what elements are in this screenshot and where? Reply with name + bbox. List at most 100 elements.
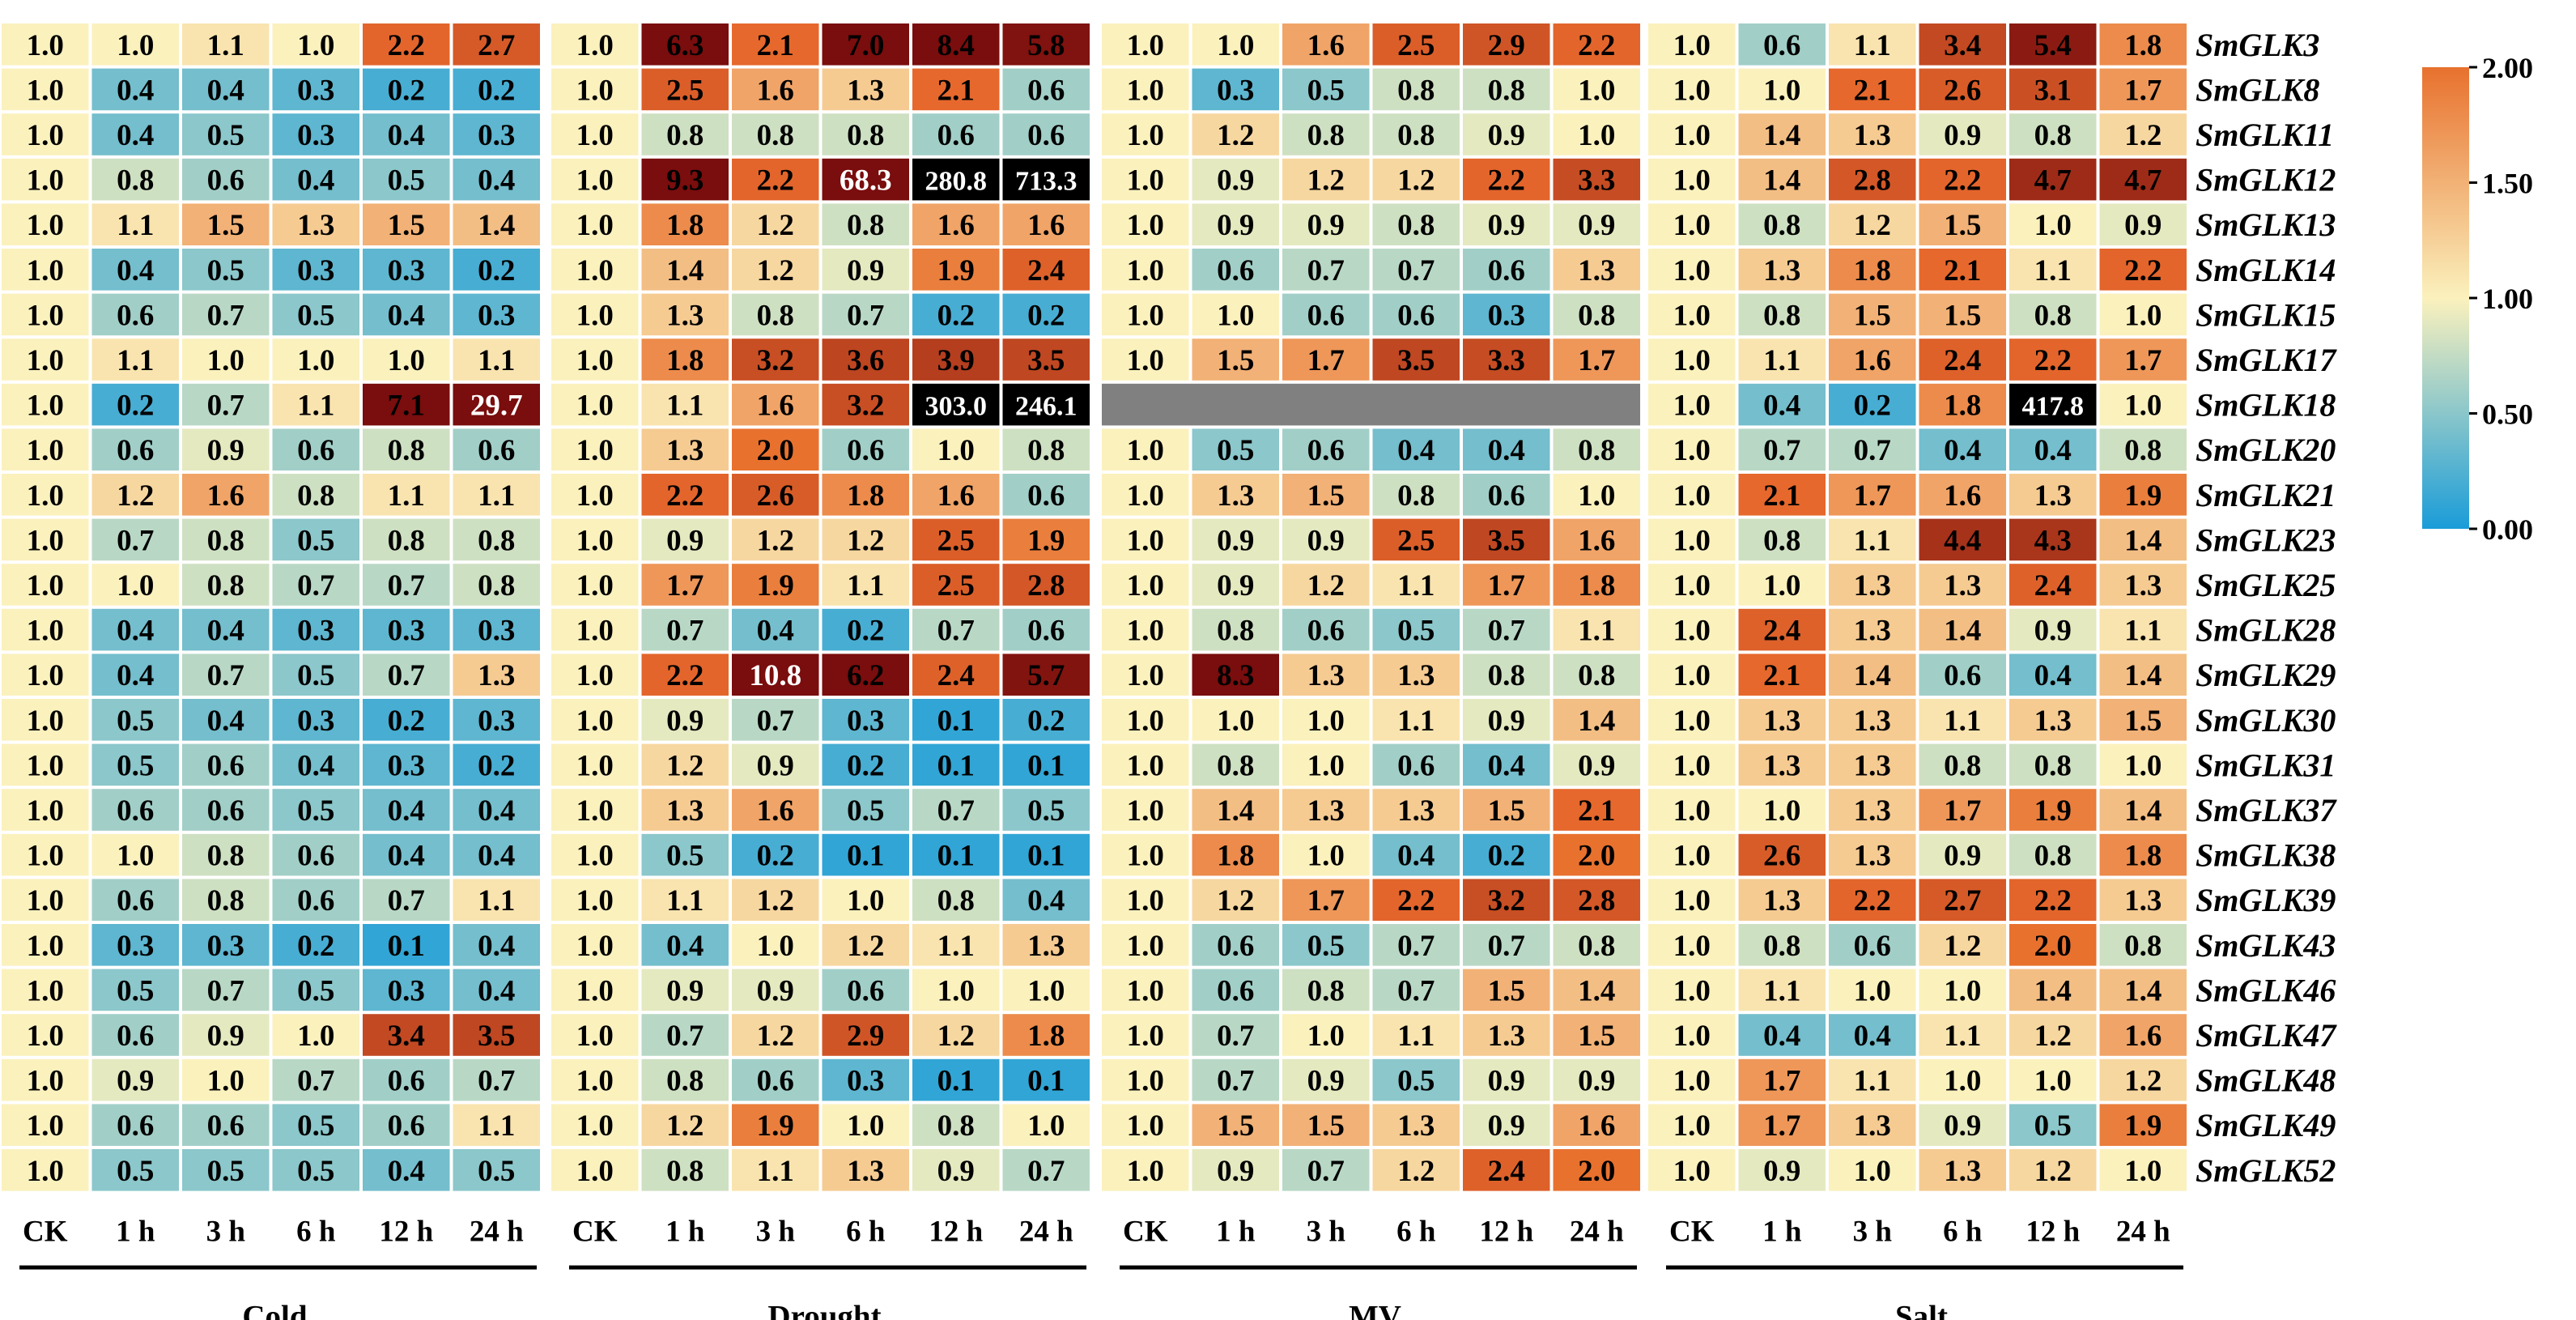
heatmap-cell xyxy=(1829,518,1916,561)
heatmap-cell xyxy=(2,339,89,381)
heatmap-cell xyxy=(732,608,819,651)
cell-value-label: 0.3 xyxy=(388,254,425,287)
cell-value-label: 1.0 xyxy=(27,974,64,1007)
heatmap-cell xyxy=(1919,293,2006,336)
heatmap-cell xyxy=(1192,1014,1279,1056)
cell-value-label: 1.3 xyxy=(1217,479,1254,513)
gene-label: SmGLK20 xyxy=(2196,432,2336,468)
heatmap-cell xyxy=(363,608,450,651)
heatmap-cell xyxy=(91,249,179,291)
cell-value-label: 0.2 xyxy=(1027,299,1065,332)
heatmap-cell xyxy=(363,789,450,831)
cell-value-label: 0.4 xyxy=(2034,434,2072,467)
heatmap-cell xyxy=(912,113,1000,155)
cell-value-label: 0.4 xyxy=(666,930,704,963)
cell-value-label: 1.0 xyxy=(937,434,975,467)
heatmap-cell xyxy=(1282,1058,1370,1101)
cell-value-label: 1.0 xyxy=(1217,705,1254,738)
cell-value-label: 0.5 xyxy=(297,1109,334,1143)
heatmap-cell xyxy=(2,23,89,66)
cell-value-label: 0.9 xyxy=(1217,209,1254,242)
cell-value-label: 1.0 xyxy=(847,884,884,918)
cell-value-label: 0.9 xyxy=(1217,164,1254,198)
cell-value-label: 1.0 xyxy=(576,794,614,828)
heatmap-cell xyxy=(1372,1149,1460,1191)
heatmap-cell xyxy=(1372,113,1460,155)
heatmap-cell xyxy=(1553,879,1640,921)
heatmap-cell xyxy=(2099,339,2187,381)
heatmap-cell xyxy=(1002,969,1090,1011)
cell-value-label: 6.2 xyxy=(847,659,884,692)
cell-value-label: 1.7 xyxy=(1854,479,1891,513)
heatmap-cell xyxy=(2,383,89,426)
cell-value-label: 0.9 xyxy=(2124,209,2162,242)
heatmap-cell xyxy=(1192,158,1279,201)
heatmap-cell xyxy=(1463,924,1550,966)
cell-value-label: 0.8 xyxy=(937,884,975,918)
heatmap-cell xyxy=(641,428,729,471)
heatmap-cell xyxy=(2009,203,2097,245)
heatmap-cell xyxy=(1553,249,1640,291)
cell-value-label: 1.0 xyxy=(1673,119,1711,152)
cell-value-label: 0.8 xyxy=(1578,434,1615,467)
heatmap-cell xyxy=(453,339,540,381)
heatmap-cell xyxy=(272,654,359,696)
heatmap-cell xyxy=(1282,608,1370,651)
heatmap-cell xyxy=(1192,699,1279,741)
heatmap-cell xyxy=(822,924,909,966)
heatmap-cell xyxy=(91,23,179,66)
cell-value-label: 1.3 xyxy=(1763,254,1800,287)
heatmap-cell xyxy=(272,789,359,831)
heatmap-cell xyxy=(1192,608,1279,651)
heatmap-cell xyxy=(1372,428,1460,471)
cell-value-label: 2.1 xyxy=(1854,74,1891,107)
gene-label: SmGLK11 xyxy=(2196,117,2334,153)
cell-value-label: 713.3 xyxy=(1015,167,1078,197)
heatmap-cell xyxy=(732,743,819,786)
heatmap-cell xyxy=(822,699,909,741)
heatmap-cell xyxy=(2009,293,2097,336)
heatmap-cell xyxy=(1002,833,1090,876)
cell-value-label: 0.5 xyxy=(1217,434,1254,467)
heatmap-cell xyxy=(363,833,450,876)
heatmap-cell xyxy=(91,113,179,155)
cell-value-label: 0.6 xyxy=(117,1109,154,1143)
timepoint-label: 24 h xyxy=(1019,1216,1073,1249)
gene-label: SmGLK37 xyxy=(2196,792,2337,828)
cell-value-label: 0.2 xyxy=(478,254,515,287)
heatmap-cell xyxy=(1919,249,2006,291)
gene-label: SmGLK29 xyxy=(2196,657,2336,693)
cell-value-label: 0.2 xyxy=(117,390,154,423)
heatmap-cell xyxy=(551,699,639,741)
heatmap-cell xyxy=(912,383,1000,426)
heatmap-cell xyxy=(182,474,270,516)
cell-value-label: 1.0 xyxy=(27,569,64,603)
cell-value-label: 1.0 xyxy=(2124,749,2162,782)
heatmap-cell xyxy=(1102,789,1189,831)
heatmap-cell xyxy=(1553,654,1640,696)
heatmap-cell xyxy=(1829,654,1916,696)
heatmap-cell xyxy=(1829,23,1916,66)
heatmap-cell xyxy=(2,68,89,111)
cell-value-label: 0.7 xyxy=(1217,1065,1254,1098)
cell-value-label: 1.1 xyxy=(1763,344,1800,377)
heatmap-cell xyxy=(641,383,729,426)
cell-value-label: 1.3 xyxy=(1854,840,1891,873)
heatmap-cell xyxy=(1648,789,1736,831)
heatmap-cell xyxy=(1102,518,1189,561)
cell-value-label: 1.0 xyxy=(117,29,154,62)
cell-value-label: 0.8 xyxy=(2124,434,2162,467)
heatmap-cell xyxy=(641,339,729,381)
heatmap-cell xyxy=(1648,1014,1736,1056)
cell-value-label: 0.9 xyxy=(1488,705,1525,738)
heatmap-cell xyxy=(1102,1149,1189,1191)
heatmap-cell xyxy=(91,293,179,336)
heatmap-cell xyxy=(2099,924,2187,966)
cell-value-label: 0.7 xyxy=(1854,434,1891,467)
heatmap-cell xyxy=(1102,293,1189,336)
cell-value-label: 0.6 xyxy=(1854,930,1891,963)
heatmap-cell xyxy=(1102,203,1189,245)
heatmap-cell xyxy=(1372,924,1460,966)
heatmap-cell xyxy=(1463,293,1550,336)
cell-value-label: 1.1 xyxy=(478,479,515,513)
